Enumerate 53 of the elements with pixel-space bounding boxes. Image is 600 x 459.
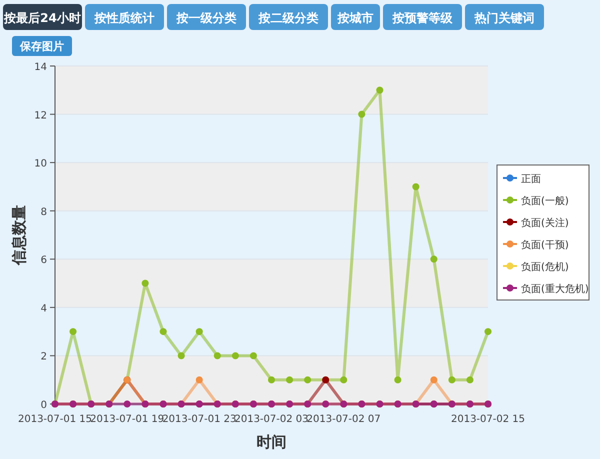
- legend-label: 负面(关注): [521, 217, 569, 229]
- x-tick-label: 2013-07-02 03: [234, 414, 309, 425]
- text: 按性质统计: [94, 11, 154, 25]
- point: [430, 256, 438, 263]
- legend-label: 负面(危机): [521, 261, 569, 273]
- y-tick-label: 0: [40, 400, 47, 411]
- point: [250, 352, 257, 360]
- point: [304, 376, 312, 384]
- text: 按二级分类: [258, 11, 318, 25]
- point: [394, 376, 402, 384]
- point: [196, 328, 203, 336]
- y-tick-label: 12: [34, 110, 47, 122]
- x-tick-label: 2013-07-01 19: [90, 414, 164, 425]
- point: [484, 328, 492, 336]
- y-axis-title: 信息数量: [10, 205, 28, 266]
- point: [286, 376, 294, 384]
- point: [196, 376, 203, 384]
- point: [214, 352, 221, 360]
- text: 按最后24小时: [3, 11, 81, 25]
- y-tick-label: 4: [40, 303, 47, 314]
- point: [160, 328, 167, 336]
- x-tick-label: 2013-07-02 15: [450, 414, 526, 425]
- point: [268, 376, 275, 384]
- point: [466, 376, 474, 384]
- point: [412, 183, 420, 190]
- text: 按一级分类: [176, 11, 236, 25]
- y-tick-label: 8: [40, 206, 47, 218]
- legend-label: 负面(干预): [521, 239, 569, 251]
- x-tick-label: 2013-07-02 07: [306, 414, 381, 425]
- y-tick-label: 6: [40, 255, 47, 266]
- point: [178, 352, 185, 360]
- point: [358, 110, 366, 118]
- text: 保存图片: [19, 40, 64, 53]
- x-tick-label: 2013-07-01 15: [18, 414, 92, 425]
- legend-label: 负面(重大危机): [521, 283, 589, 295]
- legend-label: 正面: [521, 174, 541, 185]
- x-tick-label: 2013-07-01 23: [162, 414, 236, 425]
- text: 按预警等级: [392, 11, 454, 25]
- y-tick-label: 14: [34, 62, 47, 73]
- point: [142, 280, 149, 287]
- y-tick-label: 10: [34, 158, 47, 170]
- point: [448, 376, 456, 384]
- x-axis-title: 时间: [256, 433, 286, 451]
- point: [232, 352, 239, 360]
- point: [376, 86, 384, 94]
- text: 按城市: [336, 11, 374, 25]
- point: [430, 376, 438, 384]
- point: [124, 400, 131, 408]
- point: [70, 328, 77, 336]
- text: 热门关键词: [474, 11, 534, 25]
- point: [340, 376, 348, 384]
- y-tick-label: 2: [40, 352, 47, 363]
- legend-label: 负面(一般): [521, 195, 569, 207]
